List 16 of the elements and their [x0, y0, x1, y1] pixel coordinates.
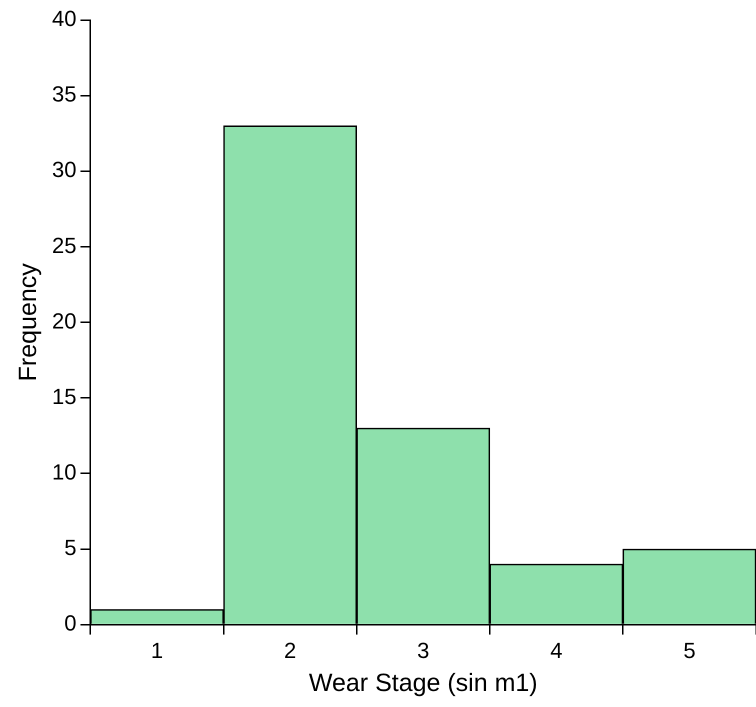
x-tick-label: 1 [150, 638, 164, 663]
y-tick-label: 25 [52, 232, 76, 258]
y-tick-label: 20 [52, 308, 76, 334]
x-tick-label: 5 [683, 638, 696, 663]
x-axis-title: Wear Stage (sin m1) [308, 668, 538, 697]
y-tick-label: 30 [52, 157, 76, 182]
y-tick-label: 15 [52, 384, 76, 409]
y-tick-label: 5 [64, 535, 76, 560]
x-tick-label: 2 [284, 638, 296, 663]
x-tick-label: 4 [550, 638, 562, 663]
y-tick-label: 40 [52, 6, 76, 32]
y-tick-label: 35 [52, 82, 76, 107]
y-tick-label: 10 [52, 460, 76, 485]
y-axis-title: Frequency [14, 262, 42, 382]
y-tick-label: 0 [64, 610, 76, 636]
x-tick-label: 3 [417, 638, 430, 663]
